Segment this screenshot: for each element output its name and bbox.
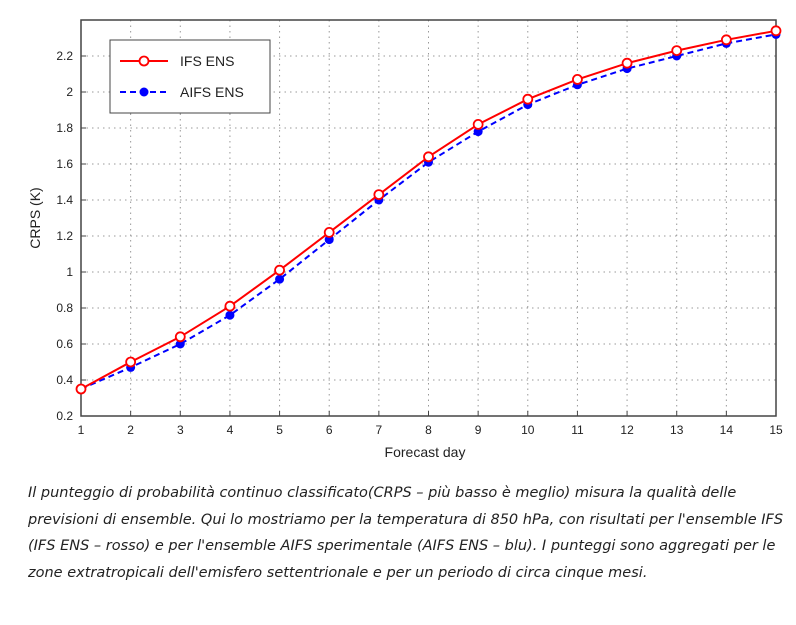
y-tick-label: 0.8 bbox=[56, 301, 73, 315]
y-tick-label: 1.4 bbox=[56, 193, 73, 207]
data-point bbox=[224, 300, 236, 312]
y-tick-label: 1 bbox=[66, 265, 73, 279]
y-tick-label: 0.6 bbox=[56, 337, 73, 351]
x-tick-label: 6 bbox=[326, 423, 333, 437]
y-tick-label: 1.6 bbox=[56, 157, 73, 171]
x-tick-label: 13 bbox=[670, 423, 684, 437]
x-tick-label: 8 bbox=[425, 423, 432, 437]
y-tick-label: 0.4 bbox=[56, 373, 73, 387]
data-point bbox=[175, 339, 185, 349]
data-point bbox=[522, 93, 534, 105]
y-tick-label: 2.2 bbox=[56, 49, 73, 63]
x-tick-label: 1 bbox=[78, 423, 85, 437]
data-point bbox=[225, 310, 235, 320]
data-point bbox=[275, 274, 285, 284]
x-tick-label: 12 bbox=[620, 423, 634, 437]
data-point bbox=[671, 45, 683, 56]
crps-line-chart: 1 2 3 4 5 6 7 8 9 10 11 12 13 14 150.20.40.60.811.21.4… bbox=[27, 19, 783, 460]
y-axis-label: CRPS (K) bbox=[27, 187, 43, 248]
data-point bbox=[373, 189, 385, 201]
data-point bbox=[473, 127, 483, 137]
data-point bbox=[423, 151, 434, 163]
data-point bbox=[274, 264, 285, 276]
x-tick-label: 7 bbox=[376, 423, 383, 437]
data-point bbox=[572, 74, 583, 85]
legend-marker-ifs bbox=[138, 55, 150, 67]
data-point bbox=[621, 57, 633, 69]
x-tick-label: 5 bbox=[276, 423, 283, 437]
x-tick-label: 14 bbox=[720, 423, 734, 437]
data-point bbox=[174, 331, 186, 343]
figure-caption: Il punteggio di probabilità continuo cla… bbox=[28, 485, 784, 581]
legend: IFS ENS AIFS ENS bbox=[109, 39, 271, 114]
x-tick-label: 9 bbox=[475, 423, 482, 437]
x-tick-label: 2 bbox=[127, 423, 134, 437]
data-point bbox=[324, 235, 334, 245]
y-tick-label: 1.8 bbox=[56, 121, 73, 135]
y-tick-label: 2 bbox=[66, 85, 73, 99]
data-point bbox=[75, 383, 87, 395]
y-tick-label: 1.2 bbox=[56, 229, 73, 243]
legend-label-ifs: IFS ENS bbox=[180, 53, 234, 69]
data-point bbox=[323, 226, 335, 238]
x-tick-label: 11 bbox=[571, 423, 584, 437]
x-axis-label: Forecast day bbox=[385, 444, 466, 460]
x-tick-label: 4 bbox=[227, 423, 234, 437]
data-point bbox=[472, 119, 484, 130]
x-tick-label: 10 bbox=[521, 423, 535, 437]
x-tick-label: 3 bbox=[177, 423, 184, 437]
data-point bbox=[770, 25, 782, 37]
x-tick-label: 15 bbox=[769, 423, 783, 437]
legend-marker-aifs bbox=[139, 87, 149, 97]
data-point bbox=[125, 356, 137, 368]
data-point bbox=[720, 34, 732, 46]
legend-label-aifs: AIFS ENS bbox=[180, 84, 244, 100]
y-tick-label: 0.2 bbox=[56, 409, 73, 423]
series-line-aifs-ens bbox=[80, 33, 777, 390]
